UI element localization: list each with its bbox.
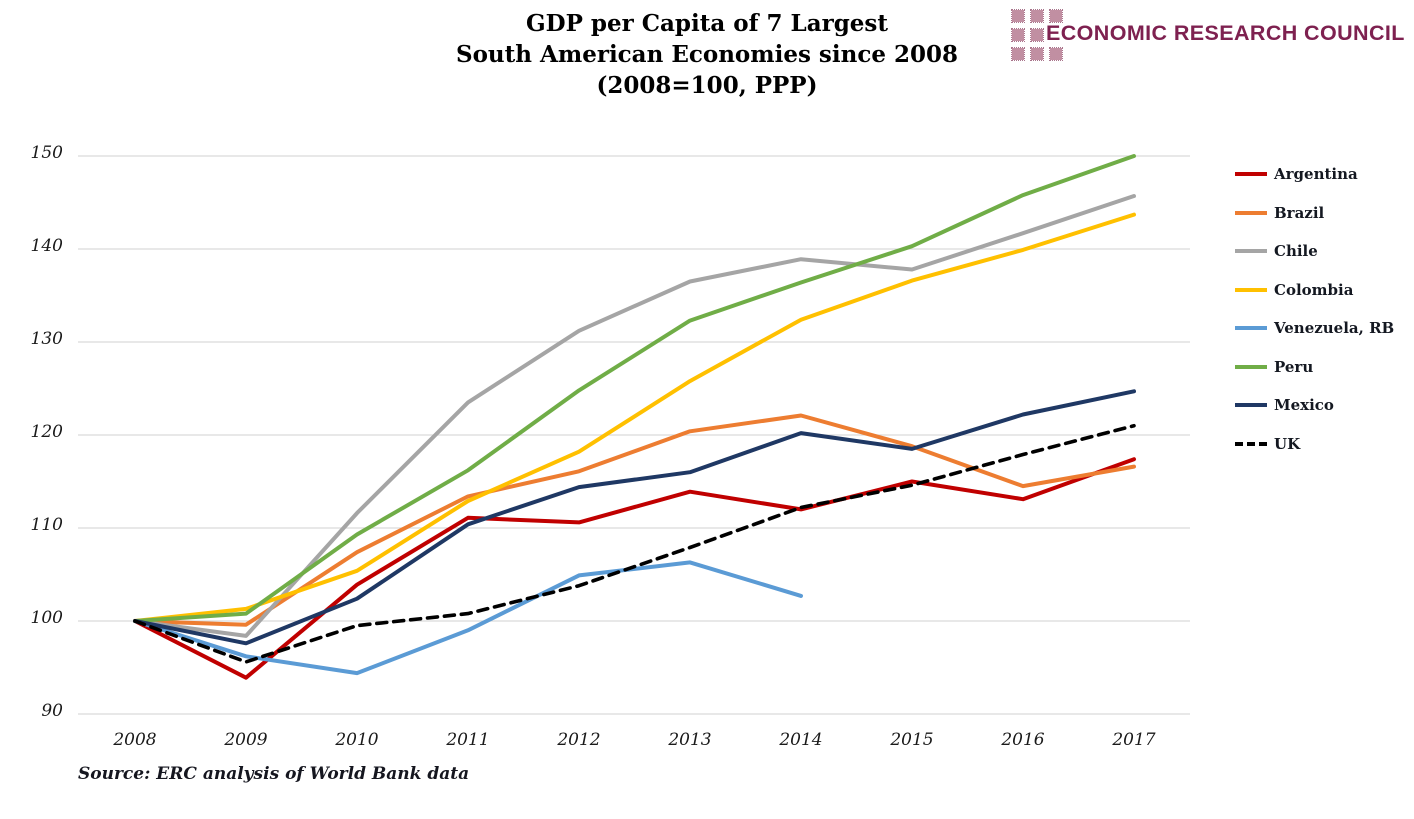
chart-title-line-3: (2008=100, PPP) — [596, 72, 818, 99]
x-axis-tick-label: 2016 — [1000, 730, 1044, 750]
legend-label: Argentina — [1274, 165, 1358, 184]
legend-label: Venezuela, RB — [1274, 319, 1395, 338]
legend-swatch-icon — [1235, 441, 1267, 446]
logo-square-icon — [1011, 28, 1025, 42]
series-line-argentina — [133, 457, 1136, 680]
legend-item-argentina: Argentina — [1235, 155, 1410, 194]
economic-research-council-logo: ECONOMIC RESEARCH COUNCIL — [1006, 0, 1410, 70]
logo-text: ECONOMIC RESEARCH COUNCIL — [1046, 21, 1405, 45]
series-line-venezuela-rb — [133, 560, 803, 676]
logo-square-icon — [1030, 9, 1044, 23]
legend-item-mexico: Mexico — [1235, 386, 1410, 425]
source-note: Source: ERC analysis of World Bank data — [78, 764, 470, 784]
legend-item-chile: Chile — [1235, 232, 1410, 271]
legend-label: Brazil — [1274, 203, 1325, 222]
x-axis-tick-label: 2012 — [556, 730, 600, 750]
logo-square-icon — [1011, 9, 1025, 23]
x-axis-tick-label: 2017 — [1111, 730, 1155, 750]
y-axis-tick-label: 110 — [31, 515, 64, 535]
legend-label: UK — [1274, 434, 1301, 453]
logo-square-icon — [1030, 28, 1044, 42]
legend-item-peru: Peru — [1235, 348, 1410, 387]
legend-swatch-icon — [1235, 172, 1267, 177]
legend-swatch-icon — [1235, 403, 1267, 408]
y-axis-tick-label: 140 — [31, 236, 64, 256]
y-axis-tick-label: 150 — [31, 143, 64, 163]
logo-square-icon — [1030, 47, 1044, 61]
logo-square-icon — [1011, 47, 1025, 61]
legend: Argentina Brazil Chile Colombia Venezuela, R… — [1235, 155, 1410, 463]
legend-swatch-icon — [1235, 364, 1267, 369]
logo-square-icon — [1049, 9, 1063, 23]
y-axis-tick-label: 100 — [31, 608, 64, 628]
legend-item-colombia: Colombia — [1235, 271, 1410, 310]
legend-item-venezuela-rb: Venezuela, RB — [1235, 309, 1410, 348]
chart-title: GDP per Capita of 7 Largest South Americ… — [0, 8, 1414, 101]
legend-swatch-icon — [1235, 249, 1267, 254]
x-axis-tick-label: 2011 — [445, 730, 489, 750]
legend-label: Mexico — [1274, 396, 1334, 415]
x-axis-tick-label: 2014 — [778, 730, 822, 750]
series-line-uk — [133, 423, 1136, 664]
legend-swatch-icon — [1235, 326, 1267, 331]
chart-title-line-1: GDP per Capita of 7 Largest — [525, 10, 889, 37]
series-line-peru — [133, 154, 1136, 623]
y-axis-tick-label: 120 — [31, 422, 64, 442]
series-line-colombia — [133, 212, 1136, 623]
series-line-mexico — [133, 389, 1136, 646]
y-axis-tick-label: 90 — [41, 701, 63, 721]
x-axis-tick-label: 2009 — [223, 730, 267, 750]
chart-title-line-2: South American Economies since 2008 — [455, 41, 958, 68]
x-axis-tick-label: 2010 — [334, 730, 378, 750]
legend-label: Chile — [1274, 242, 1318, 261]
logo-square-icon — [1049, 47, 1063, 61]
x-axis-tick-label: 2015 — [889, 730, 933, 750]
x-axis-tick-label: 2013 — [667, 730, 711, 750]
x-axis-tick-label: 2008 — [112, 730, 156, 750]
legend-label: Peru — [1274, 357, 1314, 376]
legend-label: Colombia — [1274, 280, 1354, 299]
legend-swatch-icon — [1235, 287, 1267, 292]
y-axis-tick-label: 130 — [31, 329, 64, 349]
legend-swatch-icon — [1235, 210, 1267, 215]
legend-item-brazil: Brazil — [1235, 194, 1410, 233]
legend-item-uk: UK — [1235, 425, 1410, 464]
